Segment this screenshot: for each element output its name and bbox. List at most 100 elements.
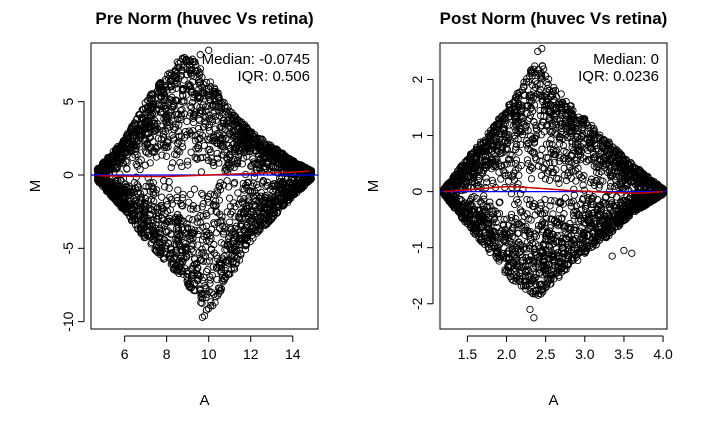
data-point <box>494 243 502 251</box>
data-point <box>554 175 562 183</box>
data-point <box>262 182 270 190</box>
data-point <box>510 169 518 177</box>
data-point <box>493 223 501 232</box>
data-point <box>579 194 588 202</box>
data-point <box>161 81 169 89</box>
data-point <box>289 166 298 174</box>
data-point <box>188 71 196 79</box>
data-point <box>532 155 540 164</box>
data-point <box>557 110 566 118</box>
data-point <box>119 144 127 152</box>
data-point <box>161 183 169 191</box>
data-point <box>533 80 541 88</box>
data-point <box>226 224 234 232</box>
data-point <box>526 67 535 75</box>
data-point <box>105 162 113 170</box>
data-point <box>119 187 127 195</box>
data-point <box>193 259 201 267</box>
data-point <box>246 217 254 225</box>
data-point <box>218 98 226 106</box>
data-point <box>564 243 572 252</box>
data-point <box>196 78 204 86</box>
data-point <box>538 226 547 234</box>
data-point <box>476 142 485 150</box>
data-point <box>538 121 546 130</box>
data-point <box>186 129 195 137</box>
data-point <box>165 214 174 223</box>
data-point <box>238 160 246 168</box>
data-point <box>567 166 576 174</box>
data-point <box>210 202 218 210</box>
data-point <box>627 177 635 185</box>
data-point <box>152 246 160 255</box>
data-point <box>116 143 124 151</box>
data-point <box>589 229 597 237</box>
data-point <box>614 163 622 171</box>
data-point <box>145 150 153 158</box>
data-point <box>191 137 200 145</box>
data-point <box>558 214 566 222</box>
data-point <box>553 131 561 139</box>
data-point <box>515 148 523 156</box>
data-point <box>194 264 202 272</box>
data-point <box>513 140 521 149</box>
data-point <box>159 85 167 93</box>
data-point <box>181 245 190 253</box>
data-point <box>515 171 523 179</box>
data-point <box>543 121 551 129</box>
data-point <box>155 89 163 97</box>
data-point <box>163 227 171 236</box>
data-point <box>266 141 275 150</box>
data-point <box>137 125 145 134</box>
data-point <box>525 272 533 280</box>
data-point <box>205 287 213 295</box>
data-point <box>202 107 210 115</box>
data-point <box>542 140 551 148</box>
data-point <box>126 134 134 143</box>
data-point <box>463 219 471 228</box>
data-point <box>231 213 239 221</box>
data-point <box>560 224 568 232</box>
data-point <box>519 263 527 271</box>
data-point <box>570 185 578 193</box>
data-point <box>183 220 191 228</box>
data-point <box>528 107 537 115</box>
data-point <box>151 127 159 136</box>
data-point <box>166 206 174 214</box>
data-point <box>536 106 544 115</box>
data-point <box>552 104 560 113</box>
data-point <box>546 113 554 121</box>
data-point <box>210 133 218 142</box>
data-point <box>137 203 145 211</box>
chart-title: Pre Norm (huvec Vs retina) <box>95 9 313 28</box>
data-point <box>210 89 219 98</box>
data-point <box>115 185 124 194</box>
data-point <box>123 158 131 166</box>
data-point <box>173 58 181 66</box>
data-point <box>501 169 509 177</box>
data-point <box>532 270 540 278</box>
data-point <box>506 103 514 111</box>
data-point <box>196 68 204 77</box>
data-point <box>560 164 568 173</box>
data-point <box>146 179 154 187</box>
data-point <box>509 276 518 285</box>
data-point <box>256 201 264 210</box>
data-point <box>523 227 531 235</box>
data-point <box>547 110 555 118</box>
data-point <box>544 167 553 175</box>
data-point <box>171 235 179 244</box>
data-point <box>572 119 580 128</box>
data-point <box>213 187 221 195</box>
data-point <box>506 150 514 159</box>
data-point <box>553 237 561 245</box>
data-point <box>462 178 470 187</box>
data-point <box>143 231 151 240</box>
data-point <box>523 156 532 164</box>
data-point <box>154 249 162 257</box>
data-point <box>173 237 181 245</box>
data-point <box>170 255 178 263</box>
data-point <box>279 179 287 187</box>
data-point <box>241 206 249 214</box>
data-point <box>499 126 507 135</box>
